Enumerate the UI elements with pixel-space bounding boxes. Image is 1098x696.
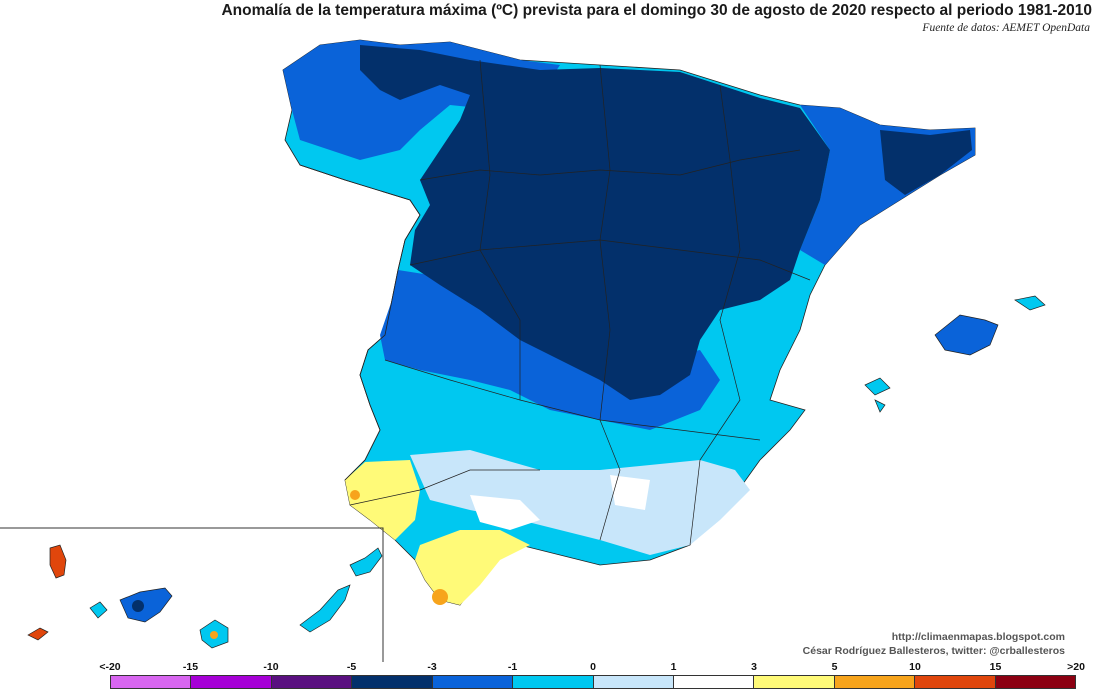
legend-tick-label: 15: [989, 661, 1002, 673]
region-yellow-south: [415, 530, 530, 605]
lanzarote-shape: [349, 547, 383, 577]
la-palma-shape: [49, 544, 67, 579]
legend-tick-label: 5: [831, 661, 838, 673]
legend-tick-label: >20: [1067, 661, 1085, 673]
legend-swatch: [191, 676, 272, 688]
menorca-shape: [1014, 295, 1046, 311]
blog-credit: http://climaenmapas.blogspot.com: [891, 631, 1065, 643]
region-dark-navy: [360, 45, 830, 400]
teide-hotspot: [132, 600, 144, 612]
legend-tick-label: -5: [346, 661, 357, 673]
legend-swatch: [111, 676, 192, 688]
legend-tick-label: 3: [751, 661, 757, 673]
legend-swatch: [352, 676, 433, 688]
mallorca-shape: [934, 314, 999, 356]
gran-canaria-hotspot: [210, 631, 218, 639]
legend-tick-label: <-20: [99, 661, 121, 673]
legend-swatch: [593, 676, 674, 688]
hotspot-orange-west: [350, 490, 360, 500]
legend-swatch: [673, 676, 755, 688]
region-borders: [349, 59, 811, 546]
legend-tick-label: -15: [182, 661, 199, 673]
legend-swatch: [754, 676, 835, 688]
portugal-border: [299, 164, 421, 481]
region-yellow-west: [345, 460, 420, 540]
map-title: Anomalía de la temperatura máxima (ºC) p…: [221, 2, 1092, 19]
legend-swatch: [995, 676, 1076, 688]
ibiza-shape: [864, 377, 891, 413]
data-source: Fuente de datos: AEMET OpenData: [922, 22, 1090, 34]
region-white: [470, 475, 650, 530]
legend-swatch: [432, 676, 514, 688]
region-light-blue: [410, 450, 750, 555]
legend-tick-label: 10: [909, 661, 921, 673]
legend-tick-label: -3: [427, 661, 437, 673]
tenerife-shape: [119, 587, 173, 623]
canary-inset-frame: [0, 527, 384, 662]
el-hierro-shape: [27, 627, 49, 641]
fuerteventura-shape: [299, 584, 351, 633]
legend-tick-label: -1: [507, 661, 518, 673]
legend-swatch: [271, 676, 353, 688]
hotspot-orange: [432, 589, 448, 605]
region-dark-navy-catalonia: [880, 130, 972, 195]
color-legend: [110, 675, 1076, 689]
legend-tick-label: 1: [670, 661, 677, 673]
legend-tick-label: -10: [263, 661, 279, 673]
legend-swatch: [915, 676, 996, 688]
la-gomera-shape: [89, 601, 108, 619]
legend-swatch: [834, 676, 916, 688]
legend-swatch: [513, 676, 594, 688]
author-credit: César Rodríguez Ballesteros, twitter: @c…: [802, 645, 1065, 657]
legend-tick-label: 0: [590, 661, 596, 673]
